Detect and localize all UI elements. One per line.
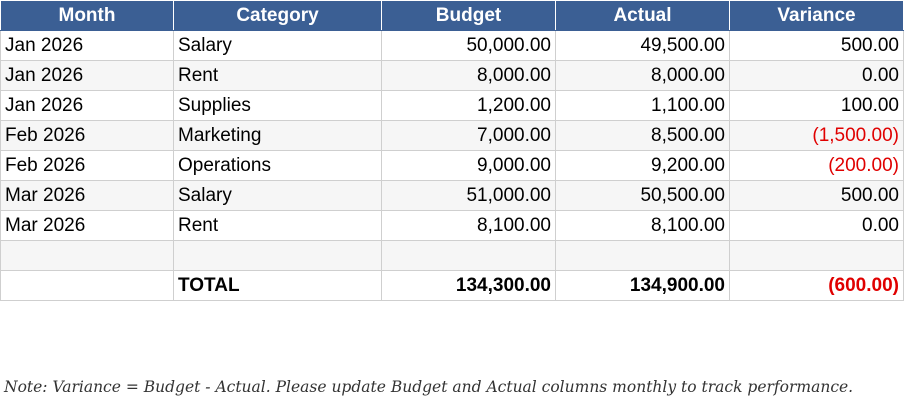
- text-cell: Feb 2026: [0, 120, 174, 151]
- amount-cell: 9,000.00: [381, 150, 556, 181]
- note: Note: Variance = Budget - Actual. Please…: [4, 378, 854, 396]
- text-cell: Rent: [173, 60, 382, 91]
- text-cell: Rent: [173, 210, 382, 241]
- amount-cell: 1,200.00: [381, 90, 556, 121]
- table-row: Feb 2026 Marketing 7,000.00 8,500.00 (1,500.…: [0, 120, 904, 151]
- empty-cell: [555, 240, 730, 271]
- total-amount: 134,300.00: [381, 270, 556, 301]
- table-row: Mar 2026 Salary 51,000.00 50,500.00 500.00: [0, 180, 904, 211]
- total-amount: 134,900.00: [555, 270, 730, 301]
- text-cell: Feb 2026: [0, 150, 174, 181]
- table-row: Mar 2026 Rent 8,100.00 8,100.00 0.00: [0, 210, 904, 241]
- text-cell: Salary: [173, 180, 382, 211]
- empty-cell: [0, 270, 174, 301]
- amount-cell: 500.00: [729, 180, 904, 211]
- amount-cell: 8,100.00: [555, 210, 730, 241]
- empty-cell: [729, 240, 904, 271]
- amount-cell: (200.00): [729, 150, 904, 181]
- amount-cell: 8,000.00: [555, 60, 730, 91]
- amount-cell: 50,500.00: [555, 180, 730, 211]
- text-cell: Jan 2026: [0, 30, 174, 61]
- table-row: Jan 2026 Supplies 1,200.00 1,100.00 100.00: [0, 90, 904, 121]
- column-header: Month: [0, 0, 174, 31]
- empty-cell: [0, 240, 174, 271]
- amount-cell: 49,500.00: [555, 30, 730, 61]
- text-cell: Jan 2026: [0, 90, 174, 121]
- column-header: Variance: [729, 0, 904, 31]
- text-cell: Jan 2026: [0, 60, 174, 91]
- total-label: TOTAL: [173, 270, 382, 301]
- amount-cell: 8,000.00: [381, 60, 556, 91]
- amount-cell: (1,500.00): [729, 120, 904, 151]
- empty-row: [0, 240, 904, 271]
- empty-cell: [381, 240, 556, 271]
- budget-table: Month Category Budget Actual Variance Jan 20…: [0, 0, 904, 301]
- header-row: Month Category Budget Actual Variance: [0, 0, 904, 31]
- amount-cell: 9,200.00: [555, 150, 730, 181]
- text-cell: Salary: [173, 30, 382, 61]
- text-cell: Marketing: [173, 120, 382, 151]
- table-body: Jan 2026 Salary 50,000.00 49,500.00 500.00 Ja…: [0, 30, 904, 301]
- amount-cell: 1,100.00: [555, 90, 730, 121]
- column-header: Budget: [381, 0, 556, 31]
- amount-cell: 0.00: [729, 60, 904, 91]
- text-cell: Mar 2026: [0, 210, 174, 241]
- total-row: TOTAL 134,300.00 134,900.00 (600.00): [0, 270, 904, 301]
- amount-cell: 8,500.00: [555, 120, 730, 151]
- amount-cell: 7,000.00: [381, 120, 556, 151]
- column-header: Category: [173, 0, 382, 31]
- amount-cell: 8,100.00: [381, 210, 556, 241]
- text-cell: Mar 2026: [0, 180, 174, 211]
- amount-cell: 500.00: [729, 30, 904, 61]
- amount-cell: 0.00: [729, 210, 904, 241]
- text-cell: Supplies: [173, 90, 382, 121]
- empty-cell: [173, 240, 382, 271]
- total-amount: (600.00): [729, 270, 904, 301]
- table-row: Jan 2026 Rent 8,000.00 8,000.00 0.00: [0, 60, 904, 91]
- text-cell: Operations: [173, 150, 382, 181]
- table-row: Jan 2026 Salary 50,000.00 49,500.00 500.00: [0, 30, 904, 61]
- amount-cell: 100.00: [729, 90, 904, 121]
- amount-cell: 50,000.00: [381, 30, 556, 61]
- table-row: Feb 2026 Operations 9,000.00 9,200.00 (200.0…: [0, 150, 904, 181]
- amount-cell: 51,000.00: [381, 180, 556, 211]
- column-header: Actual: [555, 0, 730, 31]
